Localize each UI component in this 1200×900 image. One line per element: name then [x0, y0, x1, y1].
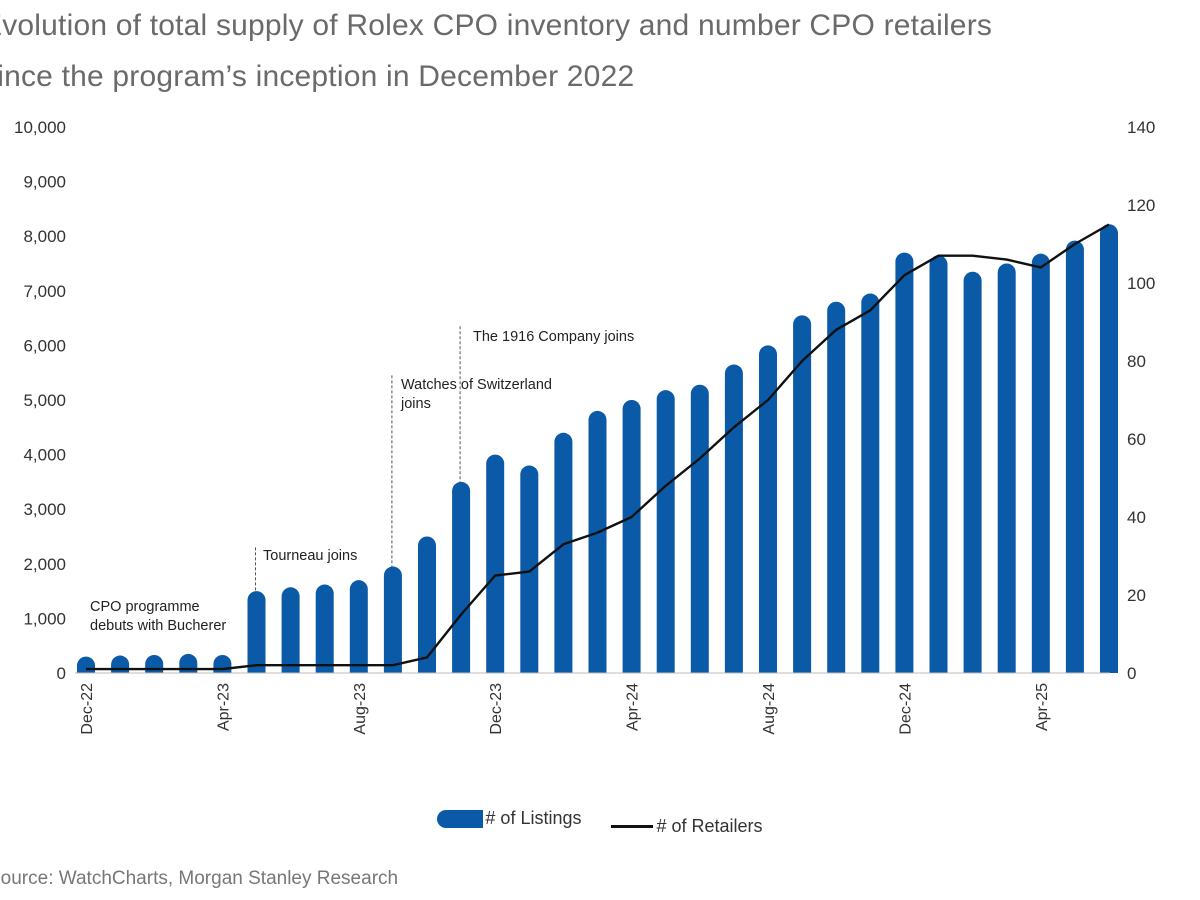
x-tick-label: Apr-24 [625, 683, 642, 731]
chart-title-line-1: Evolution of total supply of Rolex CPO i… [0, 9, 993, 42]
bar-listings-27 [997, 263, 1016, 673]
bar-listings-0 [77, 656, 95, 673]
y-left-tick-label: 7,000 [23, 282, 66, 301]
x-tick-label: Dec-23 [488, 683, 505, 735]
annotation-text: debuts with Bucherer [90, 618, 226, 634]
bar-listings-15 [588, 410, 607, 673]
legend-item-listings: # of Listings [437, 808, 581, 829]
bar-listings-12 [486, 454, 505, 673]
x-tick-label: Dec-24 [897, 683, 914, 735]
retailers-line [86, 223, 1110, 671]
bar-listings-11 [452, 481, 471, 673]
bar-listings-9 [383, 566, 402, 673]
x-tick-label: Aug-24 [761, 683, 778, 735]
bar-listings-19 [724, 364, 743, 673]
bar-listings-16 [622, 400, 641, 673]
axes: 0 1,000 2,000 3,000 4,000 5,000 6,000 7,000 8,00… [14, 118, 1155, 735]
y-right-tick-label: 0 [1127, 664, 1136, 683]
annotation-text: Tourneau joins [263, 548, 357, 564]
x-tick-label: Aug-23 [352, 683, 369, 735]
bar-listings-20 [759, 345, 777, 673]
bar-listings-24 [895, 252, 914, 673]
bar-listings-10 [418, 536, 436, 673]
annotation-text: joins [400, 396, 431, 412]
annotation-text: Watches of Switzerland [401, 377, 552, 393]
bar-listings-26 [963, 271, 982, 673]
annotation-text: The 1916 Company joins [473, 329, 634, 345]
annotation-text: CPO programme [90, 599, 200, 615]
legend: # of Listings # of Retailers [0, 808, 1200, 837]
y-left-tick-label: 10,000 [14, 118, 66, 137]
chart-title-line-2: since the program’s inception in Decembe… [0, 60, 635, 93]
y-right-tick-label: 40 [1127, 508, 1146, 527]
bar-listings-28 [1031, 253, 1050, 673]
bar-listings-5 [247, 591, 266, 673]
bar-listings-7 [315, 584, 334, 673]
y-left-tick-label: 8,000 [23, 227, 66, 246]
bar-listings-25 [929, 255, 948, 673]
bar-listings-23 [861, 293, 880, 673]
y-left-tick-label: 3,000 [23, 500, 66, 519]
bar-listings-18 [690, 384, 709, 673]
y-left-tick-label: 1,000 [23, 609, 66, 628]
y-right-tick-label: 60 [1127, 430, 1146, 449]
y-left-tick-label: 0 [57, 664, 66, 683]
x-tick-label: Apr-23 [215, 683, 232, 731]
bar-listings-6 [281, 587, 300, 673]
bar-listings-21 [793, 315, 812, 673]
y-left-tick-label: 2,000 [23, 555, 66, 574]
y-left-tick-label: 5,000 [23, 391, 66, 410]
legend-label-listings: # of Listings [485, 808, 582, 828]
bar-listings-13 [520, 465, 539, 673]
bar-listings-30 [1100, 224, 1118, 674]
legend-swatch-bar [437, 809, 484, 828]
y-left-tick-label: 9,000 [23, 173, 66, 192]
y-right-tick-label: 140 [1127, 118, 1155, 137]
y-right-tick-label: 120 [1127, 196, 1155, 215]
y-left-tick-label: 6,000 [23, 336, 66, 355]
chart-title: Evolution of total supply of Rolex CPO i… [0, 0, 992, 102]
line-retailers [86, 223, 1110, 671]
x-tick-label: Apr-25 [1034, 683, 1051, 731]
y-right-tick-label: 100 [1127, 274, 1155, 293]
bar-listings-8 [349, 580, 368, 673]
annotations: CPO programme debuts with Bucherer Tournea… [90, 329, 634, 634]
bar-listings-17 [656, 390, 675, 673]
x-tick-label: Dec-22 [79, 683, 96, 735]
legend-label-retailers: # of Retailers [656, 815, 763, 836]
legend-swatch-line [610, 824, 653, 828]
bar-listings-29 [1065, 240, 1084, 673]
bar-listings-1 [111, 655, 130, 673]
legend-item-retailers: # of Retailers [610, 815, 763, 837]
bar-listings-14 [554, 432, 573, 673]
bar-listings-22 [827, 301, 846, 673]
source-note: Source: WatchCharts, Morgan Stanley Rese… [0, 868, 399, 889]
y-left-tick-label: 4,000 [23, 446, 66, 465]
y-right-tick-label: 80 [1127, 352, 1146, 371]
listings-bars [77, 224, 1118, 674]
y-right-tick-label: 20 [1127, 586, 1146, 605]
